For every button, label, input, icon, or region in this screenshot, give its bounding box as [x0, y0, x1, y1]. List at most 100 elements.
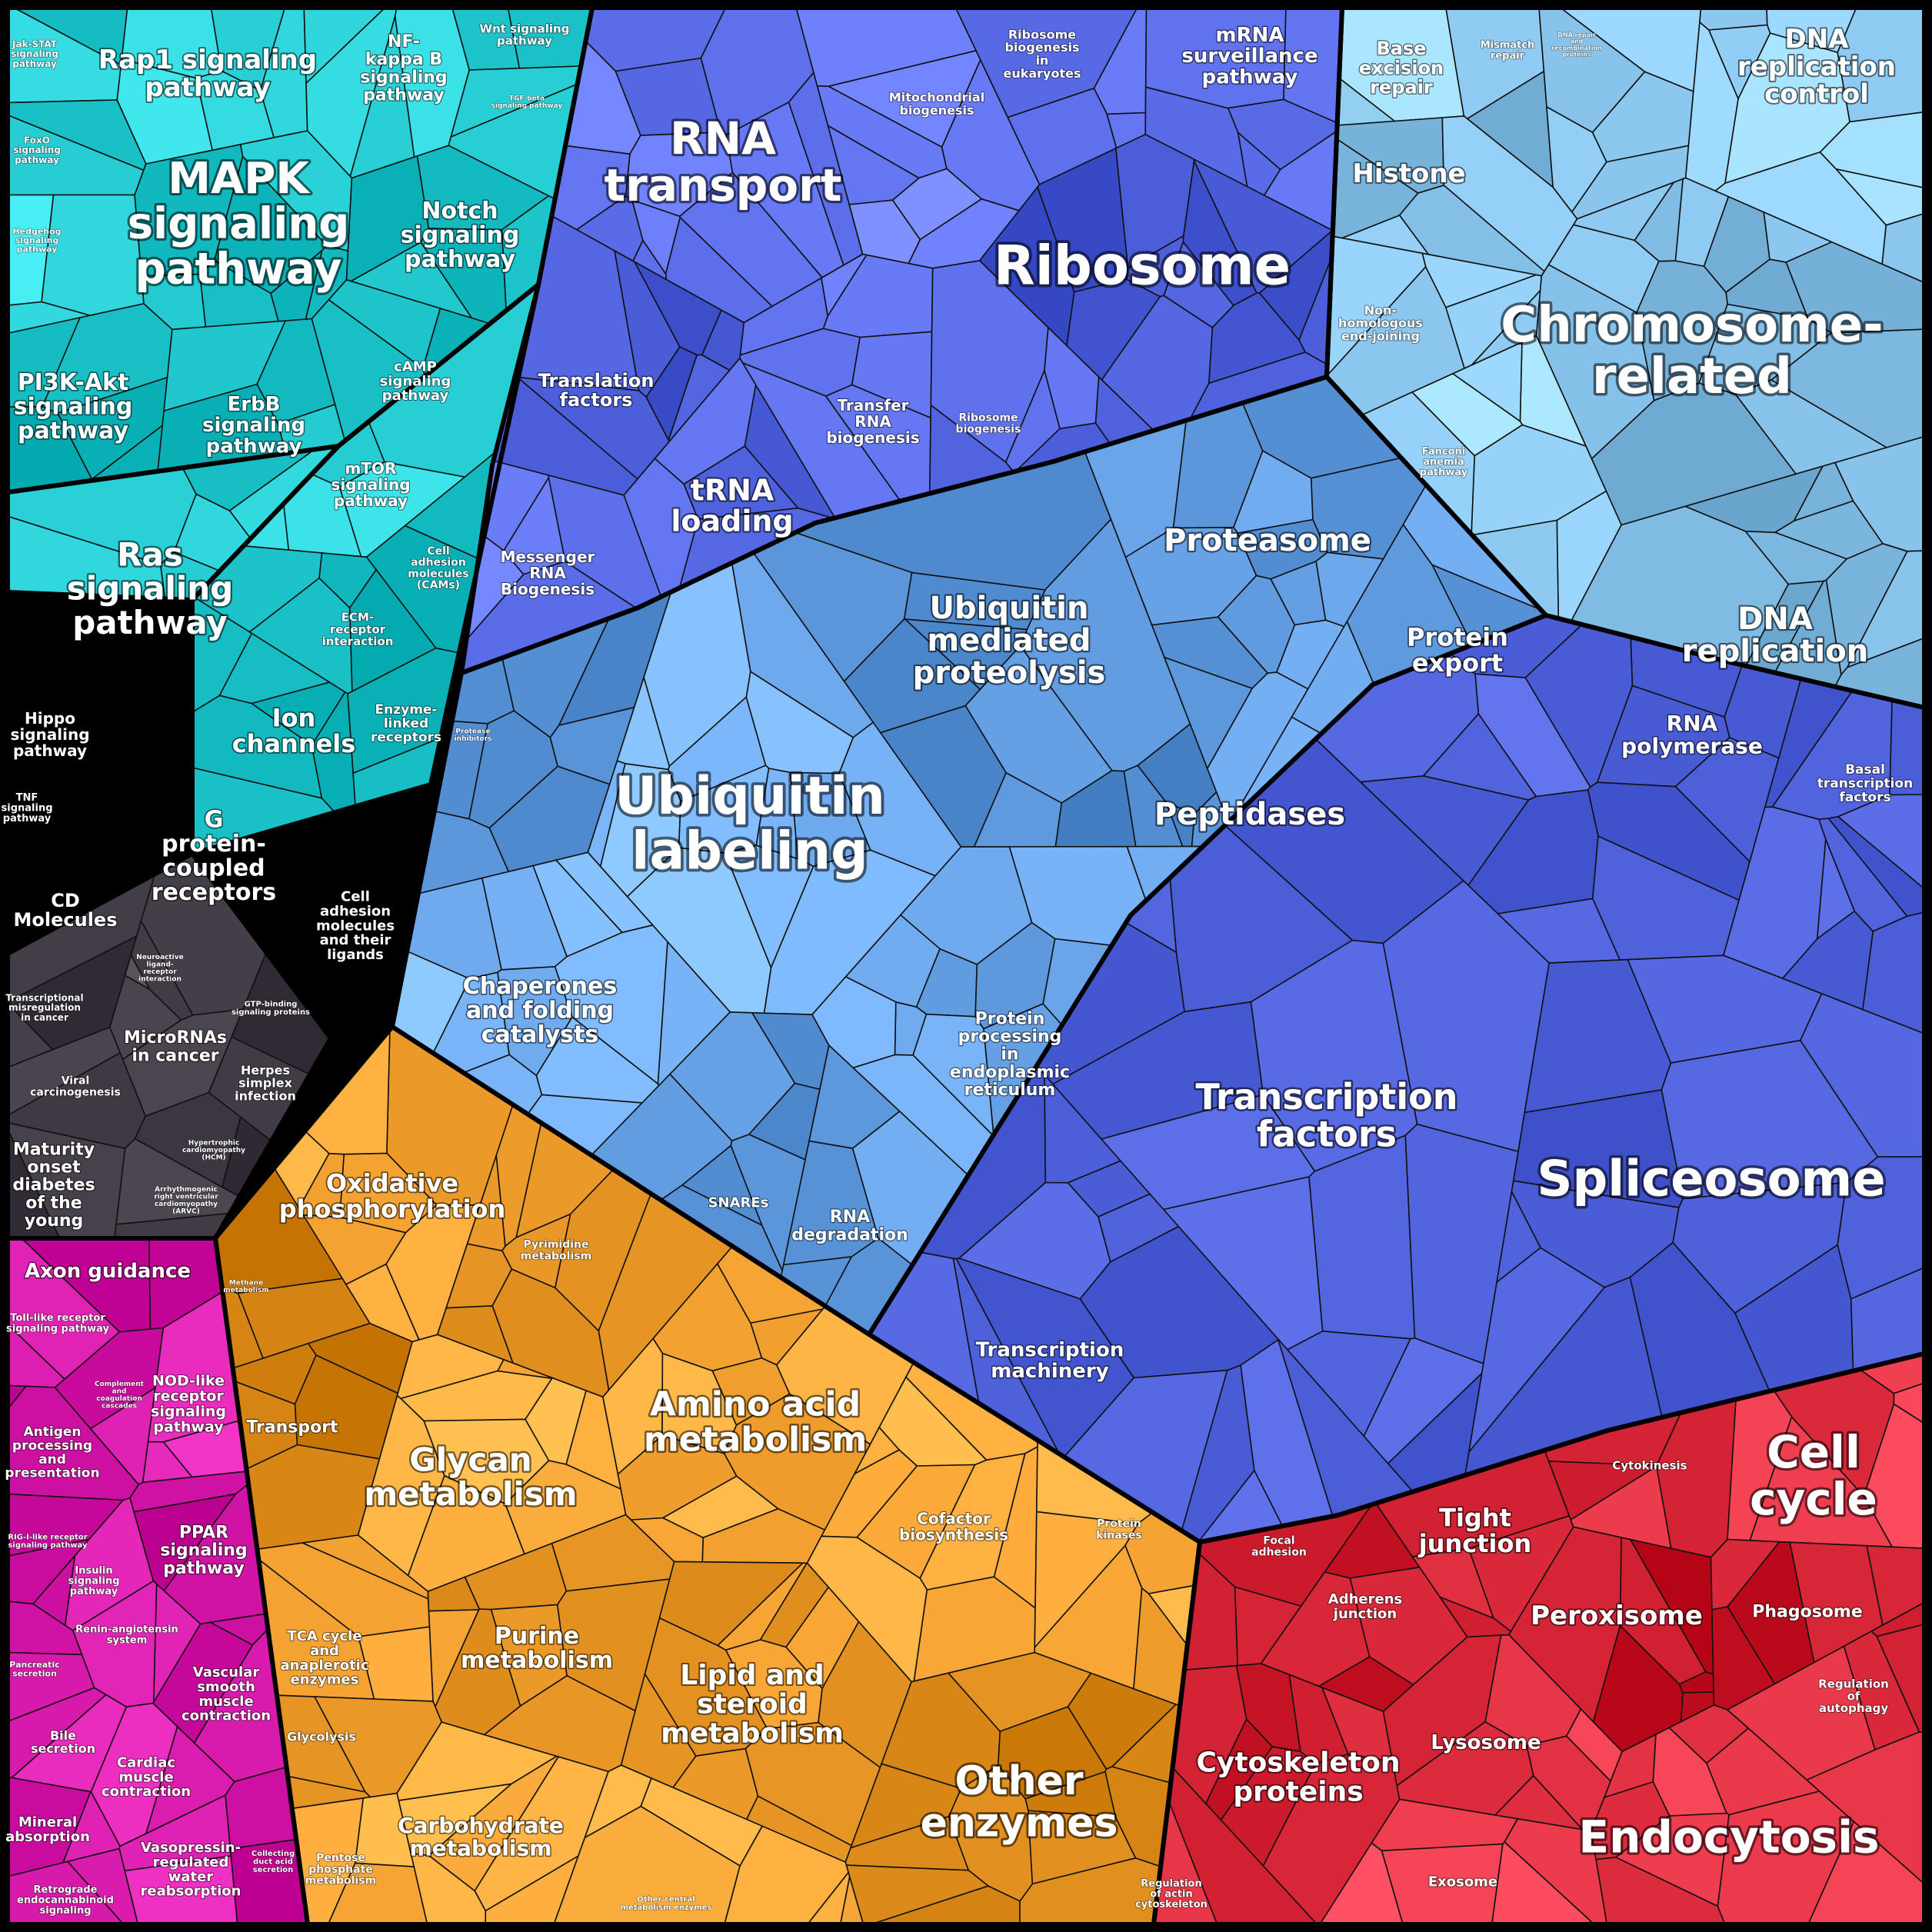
pathway-label[interactable]: Chromosome-related: [1498, 294, 1887, 408]
pathway-label[interactable]: Amino acid metabolism: [641, 1383, 868, 1461]
pathway-label[interactable]: Ubiquitin mediated proteolysis: [911, 589, 1107, 692]
pathway-label[interactable]: Pancreatic secretion: [9, 1659, 61, 1679]
pathway-label[interactable]: Glycolysis: [286, 1729, 357, 1745]
pathway-label[interactable]: Arrhythmogenic right ventricular cardiomyo…: [154, 1185, 219, 1215]
pathway-label[interactable]: Ubiquitin labeling: [611, 763, 888, 884]
pathway-label[interactable]: Adherens junction: [1327, 1591, 1403, 1623]
pathway-label[interactable]: Regulation of actin cytoskeleton: [1134, 1877, 1208, 1911]
pathway-label[interactable]: Ion channels: [231, 702, 357, 760]
pathway-label[interactable]: Peptidases: [1153, 795, 1347, 834]
pathway-label[interactable]: Rap1 signaling pathway: [97, 43, 318, 104]
pathway-label[interactable]: Mismatch repair: [1480, 39, 1535, 62]
pathway-label[interactable]: Hypertrophic cardiomyopathy (HCM): [182, 1139, 245, 1162]
pathway-label[interactable]: Protein processing in endoplasmic reticulum: [949, 1008, 1071, 1101]
pathway-label[interactable]: Messenger RNA Biogenesis: [499, 547, 595, 599]
pathway-label[interactable]: Endocytosis: [1576, 1808, 1881, 1865]
pathway-label[interactable]: NOD-like receptor signaling pathway: [150, 1372, 227, 1437]
pathway-label[interactable]: Ribosome biogenesis: [955, 411, 1021, 436]
pathway-label[interactable]: Ras signaling pathway: [65, 534, 235, 643]
pathway-label[interactable]: Basal transcription factors: [1817, 761, 1914, 806]
pathway-label[interactable]: Toll-like receptor signaling pathway: [5, 1312, 110, 1335]
pathway-label[interactable]: RNA transport: [601, 110, 844, 214]
pathway-label[interactable]: Exosome: [1427, 1873, 1498, 1890]
pathway-label[interactable]: Cell adhesion molecules (CAMs): [408, 545, 470, 592]
pathway-label[interactable]: Protein export: [1405, 621, 1510, 679]
pathway-label[interactable]: MicroRNAs in cancer: [123, 1028, 228, 1067]
pathway-label[interactable]: DNA replication: [1681, 600, 1870, 671]
pathway-label[interactable]: RNA degradation: [791, 1207, 909, 1246]
pathway-label[interactable]: Protease inhibitors: [454, 728, 492, 743]
pathway-label[interactable]: mTOR signaling pathway: [330, 458, 411, 511]
pathway-label[interactable]: Transfer RNA biogenesis: [825, 395, 920, 448]
pathway-label[interactable]: Axon guidance: [24, 1259, 192, 1284]
pathway-label[interactable]: Purine metabolism: [459, 1621, 614, 1675]
pathway-label[interactable]: Retrograde endocannabinoid signaling: [16, 1884, 114, 1917]
pathway-label[interactable]: Pyrimidine metabolism: [520, 1238, 592, 1263]
pathway-label[interactable]: Maturity onset diabetes of the young: [12, 1139, 96, 1231]
pathway-label[interactable]: Enzyme-linked receptors: [370, 701, 442, 746]
pathway-label[interactable]: cAMP signaling pathway: [379, 358, 452, 405]
pathway-label[interactable]: Transport: [245, 1417, 339, 1437]
pathway-label[interactable]: Viral carcinogenesis: [29, 1074, 121, 1099]
pathway-label[interactable]: Chaperones and folding catalysts: [461, 971, 618, 1049]
pathway-label[interactable]: Notch signaling pathway: [399, 196, 521, 274]
pathway-label[interactable]: TCA cycle and anaplerotic enzymes: [279, 1627, 369, 1689]
pathway-label[interactable]: DNA repair and recombination proteins: [1551, 32, 1603, 58]
pathway-label[interactable]: Tight junction: [1416, 1502, 1533, 1560]
pathway-label[interactable]: Herpes simplex infection: [234, 1062, 296, 1104]
pathway-label[interactable]: Lysosome: [1430, 1730, 1542, 1756]
pathway-label[interactable]: RIG-I-like receptor signaling pathway: [8, 1533, 88, 1551]
pathway-label[interactable]: Other central metabolism enzymes: [620, 1895, 712, 1913]
pathway-label[interactable]: Transcription factors: [1194, 1074, 1460, 1156]
pathway-label[interactable]: GTP-binding signaling proteins: [231, 1000, 310, 1018]
pathway-label[interactable]: Ribosome biogenesis in eukaryotes: [1003, 27, 1082, 82]
pathway-label[interactable]: Cofactor biosynthesis: [898, 1508, 1009, 1544]
pathway-label[interactable]: ECM-receptor interaction: [321, 610, 395, 649]
pathway-label[interactable]: Mitochondrial biogenesis: [888, 89, 985, 118]
pathway-label[interactable]: Protein kinases: [1095, 1517, 1142, 1542]
pathway-label[interactable]: Transcription machinery: [974, 1337, 1125, 1384]
pathway-label[interactable]: Jak-STAT signaling pathway: [10, 38, 58, 70]
pathway-label[interactable]: Peroxisome: [1529, 1599, 1704, 1633]
pathway-label[interactable]: Proteasome: [1162, 521, 1373, 560]
pathway-label[interactable]: Hippo signaling pathway: [9, 708, 90, 761]
pathway-label[interactable]: Methane metabolism: [223, 1279, 269, 1294]
pathway-label[interactable]: CD Molecules: [12, 888, 118, 931]
pathway-label[interactable]: Pentose phosphate metabolism: [305, 1851, 377, 1887]
pathway-label[interactable]: Phagosome: [1751, 1601, 1864, 1622]
pathway-label[interactable]: Oxidative phosphorylation: [278, 1168, 507, 1225]
pathway-label[interactable]: Base excision repair: [1358, 37, 1445, 99]
pathway-label[interactable]: Cell cycle: [1747, 1424, 1880, 1527]
pathway-label[interactable]: MAPK signaling pathway: [125, 152, 352, 297]
pathway-label[interactable]: Wnt signaling pathway: [479, 22, 571, 48]
pathway-label[interactable]: mRNA surveillance pathway: [1181, 22, 1319, 89]
pathway-label[interactable]: Translation factors: [537, 368, 655, 411]
pathway-label[interactable]: FoxO signaling pathway: [12, 135, 61, 166]
pathway-label[interactable]: Cardiac muscle contraction: [101, 1754, 192, 1800]
pathway-label[interactable]: Cytokinesis: [1612, 1457, 1688, 1473]
pathway-label[interactable]: PI3K-Akt signaling pathway: [12, 368, 134, 445]
pathway-label[interactable]: Glycan metabolism: [362, 1439, 579, 1514]
pathway-label[interactable]: Lipid and steroid metabolism: [659, 1658, 845, 1751]
pathway-label[interactable]: Hedgehog signaling pathway: [12, 226, 62, 255]
pathway-label[interactable]: Spliceosome: [1534, 1148, 1888, 1211]
pathway-label[interactable]: Neuroactive ligand-receptor interaction: [136, 953, 184, 983]
pathway-label[interactable]: Histone: [1351, 157, 1467, 191]
pathway-label[interactable]: Fanconi anemia pathway: [1419, 445, 1468, 479]
pathway-label[interactable]: Vasopressin-regulated water reabsorption: [140, 1839, 242, 1900]
pathway-label[interactable]: DNA replication control: [1736, 22, 1897, 111]
pathway-label[interactable]: Cell adhesion molecules and their ligands: [315, 888, 395, 964]
pathway-label[interactable]: Focal adhesion: [1251, 1534, 1307, 1559]
pathway-label[interactable]: Renin-angiotensin system: [75, 1624, 178, 1647]
pathway-label[interactable]: Complement and coagulation cascades: [95, 1380, 145, 1410]
pathway-label[interactable]: Collecting duct acid secretion: [251, 1849, 295, 1874]
pathway-label[interactable]: Other enzymes: [918, 1756, 1121, 1848]
pathway-label[interactable]: SNAREs: [708, 1194, 770, 1211]
pathway-label[interactable]: Transcriptional misregulation in cancer: [5, 992, 84, 1024]
pathway-label[interactable]: RNA polymerase: [1621, 710, 1764, 761]
pathway-label[interactable]: Regulation of autophagy: [1817, 1677, 1889, 1716]
pathway-label[interactable]: Ribosome: [991, 232, 1294, 301]
pathway-label[interactable]: Antigen processing and presentation: [4, 1424, 100, 1481]
